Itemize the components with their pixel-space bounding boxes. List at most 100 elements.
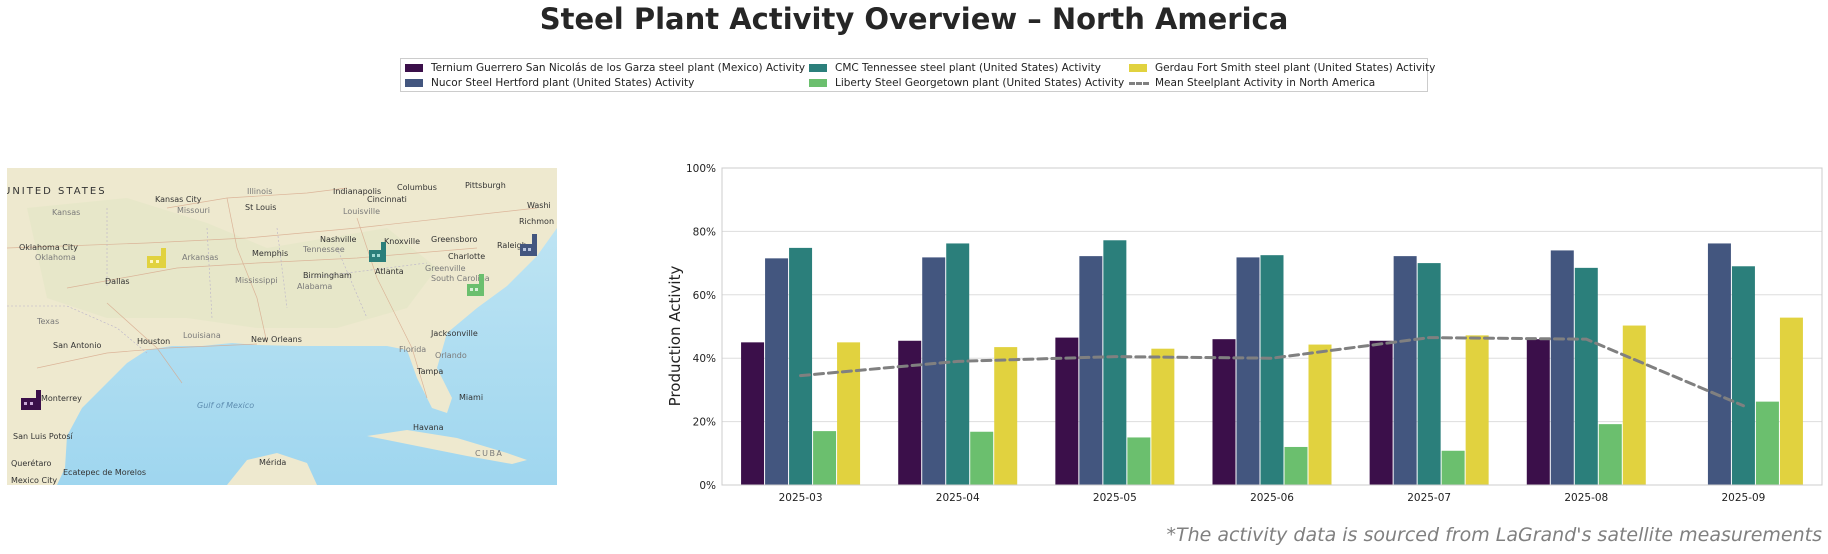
svg-text:San Luis Potosí: San Luis Potosí xyxy=(13,432,74,441)
bar xyxy=(898,340,922,485)
chart-title: Steel Plant Activity Overview – North Am… xyxy=(539,2,1289,36)
svg-text:Greenville: Greenville xyxy=(425,264,466,273)
svg-text:Mexico City: Mexico City xyxy=(11,476,57,485)
svg-text:Raleigh: Raleigh xyxy=(497,241,527,250)
bar xyxy=(1212,339,1236,485)
chart-axes: 0% 20% 40% 60% 80% 100% 2025-03 2025-04 2025-05 2… xyxy=(686,163,1823,504)
legend-item-gerdau: Gerdau Fort Smith steel plant (United St… xyxy=(1129,61,1435,75)
x-tick-label: 2025-06 xyxy=(1250,492,1294,504)
svg-text:San Antonio: San Antonio xyxy=(53,341,101,350)
bar xyxy=(1417,263,1441,485)
bar xyxy=(1622,325,1646,485)
bar xyxy=(1574,267,1598,485)
svg-text:CUBA: CUBA xyxy=(475,449,503,458)
liberty-plant-icon[interactable] xyxy=(467,274,484,296)
bar xyxy=(1369,340,1393,485)
y-tick-label: 20% xyxy=(693,417,716,429)
bar xyxy=(1308,344,1332,485)
svg-text:Cincinnati: Cincinnati xyxy=(367,195,407,204)
svg-text:Orlando: Orlando xyxy=(435,351,467,360)
y-tick-label: 100% xyxy=(686,163,716,175)
plot-frame xyxy=(721,167,1823,486)
legend-swatch-liberty xyxy=(809,79,827,87)
svg-text:Louisiana: Louisiana xyxy=(183,331,221,340)
bar xyxy=(789,247,813,485)
x-tick-label: 2025-04 xyxy=(936,492,980,504)
legend-item-mean: Mean Steelplant Activity in North Americ… xyxy=(1129,76,1375,90)
bar xyxy=(970,431,994,485)
mean-line xyxy=(799,336,1745,408)
bar xyxy=(1526,339,1550,485)
bar xyxy=(994,347,1018,485)
y-tick-label: 60% xyxy=(693,290,716,302)
legend-dash-mean xyxy=(1129,81,1149,85)
bar xyxy=(1151,348,1175,485)
chart-gridlines xyxy=(722,167,1822,486)
legend-item-cmc: CMC Tennessee steel plant (United States… xyxy=(809,61,1101,75)
bar xyxy=(813,431,837,485)
bar xyxy=(1284,446,1308,485)
svg-text:Pittsburgh: Pittsburgh xyxy=(465,181,506,190)
svg-text:Illinois: Illinois xyxy=(247,187,272,196)
bar xyxy=(1103,240,1127,485)
svg-text:Indianapolis: Indianapolis xyxy=(333,187,381,196)
legend-item-ternium: Ternium Guerrero San Nicolás de los Garz… xyxy=(405,61,805,75)
svg-text:Knoxville: Knoxville xyxy=(384,237,420,246)
x-tick-label: 2025-08 xyxy=(1564,492,1608,504)
y-tick-label: 0% xyxy=(699,480,716,492)
svg-text:Tampa: Tampa xyxy=(416,367,443,376)
bar xyxy=(1465,335,1489,485)
bar xyxy=(1260,255,1284,485)
map-canvas: UNITED STATES Kansas City St Louis India… xyxy=(7,168,557,485)
svg-text:Greensboro: Greensboro xyxy=(431,235,477,244)
legend-swatch-ternium xyxy=(405,64,423,72)
svg-text:Texas: Texas xyxy=(36,317,59,326)
svg-text:Ecatepec de Morelos: Ecatepec de Morelos xyxy=(63,468,146,477)
legend-item-nucor: Nucor Steel Hertford plant (United State… xyxy=(405,76,694,90)
legend: Ternium Guerrero San Nicolás de los Garz… xyxy=(400,58,1435,92)
svg-text:Alabama: Alabama xyxy=(297,282,332,291)
bar xyxy=(1055,337,1079,485)
legend-label-nucor: Nucor Steel Hertford plant (United State… xyxy=(431,77,695,89)
legend-item-liberty: Liberty Steel Georgetown plant (United S… xyxy=(809,76,1124,90)
svg-text:New Orleans: New Orleans xyxy=(251,335,302,344)
footnote: *The activity data is sourced from LaGra… xyxy=(1166,524,1822,546)
map-land-inland-shade xyxy=(27,198,437,328)
legend-label-liberty: Liberty Steel Georgetown plant (United S… xyxy=(835,77,1125,89)
bar xyxy=(946,243,970,485)
svg-text:South Carolina: South Carolina xyxy=(431,274,490,283)
svg-text:Memphis: Memphis xyxy=(252,249,288,258)
bar xyxy=(1731,266,1755,485)
bar xyxy=(1779,317,1803,485)
x-tick-label: 2025-07 xyxy=(1407,492,1451,504)
legend-label-ternium: Ternium Guerrero San Nicolás de los Garz… xyxy=(431,62,806,74)
bar xyxy=(1127,437,1151,485)
ternium-plant-icon[interactable] xyxy=(21,390,41,410)
svg-text:Charlotte: Charlotte xyxy=(448,252,485,261)
map-borders xyxy=(7,208,428,354)
svg-text:Kansas City: Kansas City xyxy=(155,195,202,204)
plant-map[interactable]: UNITED STATES Kansas City St Louis India… xyxy=(7,168,557,485)
svg-text:Houston: Houston xyxy=(137,337,170,346)
svg-text:Oklahoma City: Oklahoma City xyxy=(19,243,78,252)
svg-text:Arkansas: Arkansas xyxy=(182,253,218,262)
legend-label-cmc: CMC Tennessee steel plant (United States… xyxy=(835,62,1101,74)
map-cuba xyxy=(367,430,527,464)
bar xyxy=(837,342,861,485)
map-labels: UNITED STATES Kansas City St Louis India… xyxy=(7,181,554,485)
map-yucatan xyxy=(227,453,317,485)
svg-text:Monterrey: Monterrey xyxy=(41,394,82,403)
bar xyxy=(1707,243,1731,485)
nucor-plant-icon[interactable] xyxy=(520,234,537,256)
svg-text:Tennessee: Tennessee xyxy=(302,245,345,254)
svg-text:Mississippi: Mississippi xyxy=(235,276,278,285)
gerdau-plant-icon[interactable] xyxy=(147,248,166,268)
bar xyxy=(1079,256,1103,485)
svg-text:Miami: Miami xyxy=(459,393,483,402)
svg-text:Washi: Washi xyxy=(527,201,551,210)
svg-text:Florida: Florida xyxy=(399,345,426,354)
cmc-plant-icon[interactable] xyxy=(369,242,386,262)
bar xyxy=(1755,401,1779,485)
svg-text:Richmon: Richmon xyxy=(519,217,554,226)
bar xyxy=(1598,424,1622,485)
